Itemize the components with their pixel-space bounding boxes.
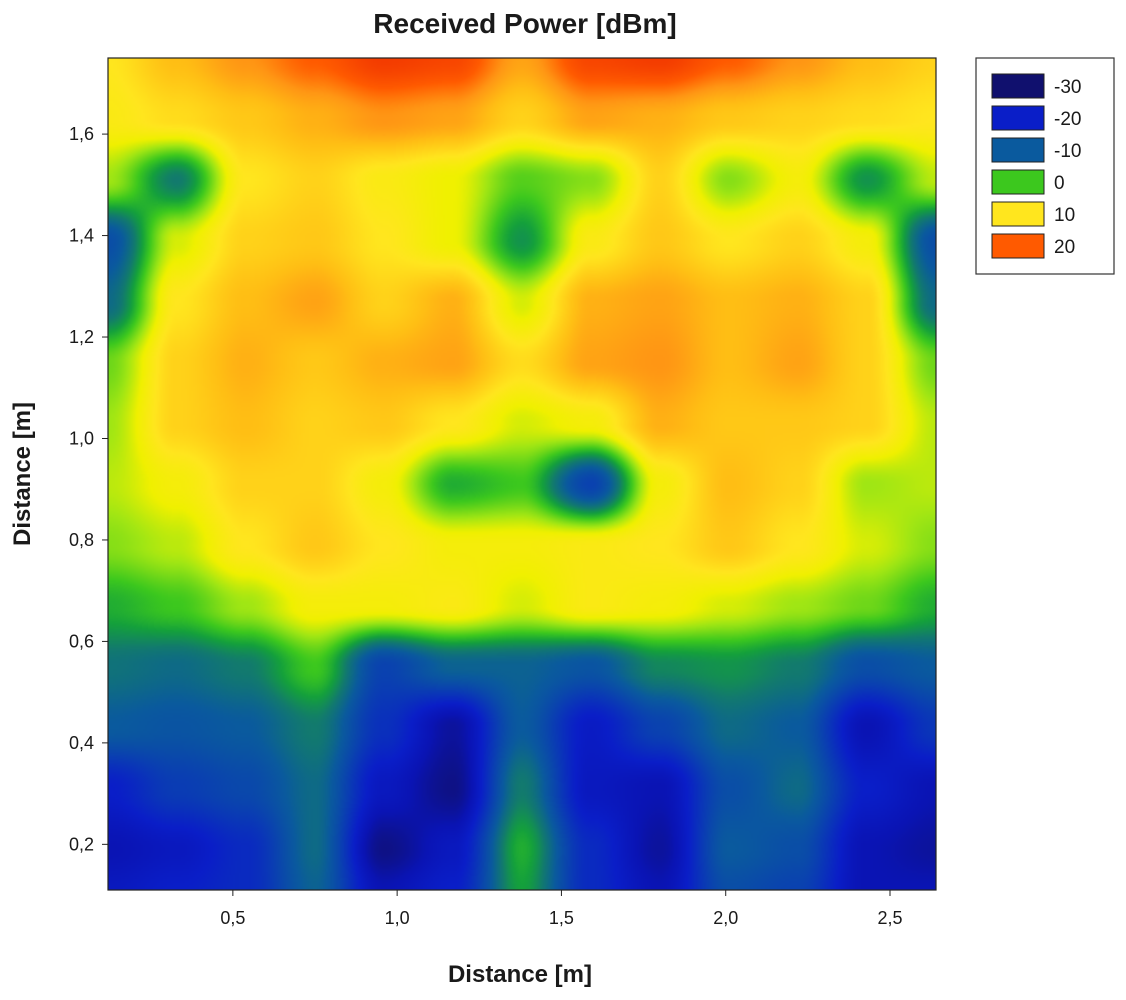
x-tick-label: 1,0 [385, 908, 410, 928]
legend-label: 10 [1054, 205, 1075, 226]
legend-label: 0 [1054, 173, 1065, 194]
y-axis-label: Distance [m] [9, 402, 36, 546]
legend-entries: -30 -20 -10 0 10 20 [991, 73, 1081, 259]
x-axis: 0,5 1,0 1,5 2,0 2,5 [220, 890, 903, 928]
legend-label: -30 [1054, 77, 1081, 98]
y-tick-label: 1,0 [69, 428, 94, 448]
chart-title: Received Power [dBm] [373, 8, 676, 39]
y-tick-label: 0,8 [69, 530, 94, 550]
x-tick-label: 2,5 [877, 908, 902, 928]
legend-label: -20 [1054, 109, 1081, 130]
legend: -30 -20 -10 0 10 20 [975, 57, 1115, 275]
x-tick-label: 2,0 [713, 908, 738, 928]
x-axis-label: Distance [m] [448, 961, 592, 988]
legend-label: 20 [1054, 237, 1075, 258]
y-tick-label: 0,2 [69, 834, 94, 854]
legend-swatch [991, 233, 1045, 259]
y-tick-label: 0,4 [69, 733, 94, 753]
legend-swatch [991, 201, 1045, 227]
x-tick-label: 0,5 [220, 908, 245, 928]
plot-frame [107, 57, 937, 891]
legend-swatch [991, 105, 1045, 131]
legend-swatch [991, 169, 1045, 195]
legend-swatch [991, 73, 1045, 99]
legend-label: -10 [1054, 141, 1081, 162]
y-tick-label: 0,6 [69, 631, 94, 651]
y-tick-label: 1,2 [69, 327, 94, 347]
heatmap-surface [108, 58, 936, 890]
y-tick-label: 1,6 [69, 124, 94, 144]
x-tick-label: 1,5 [549, 908, 574, 928]
y-tick-label: 1,4 [69, 226, 94, 246]
plot-area [107, 57, 937, 891]
y-axis: 0,2 0,4 0,6 0,8 1,0 1,2 1,4 1,6 [69, 124, 108, 854]
legend-swatch [991, 137, 1045, 163]
